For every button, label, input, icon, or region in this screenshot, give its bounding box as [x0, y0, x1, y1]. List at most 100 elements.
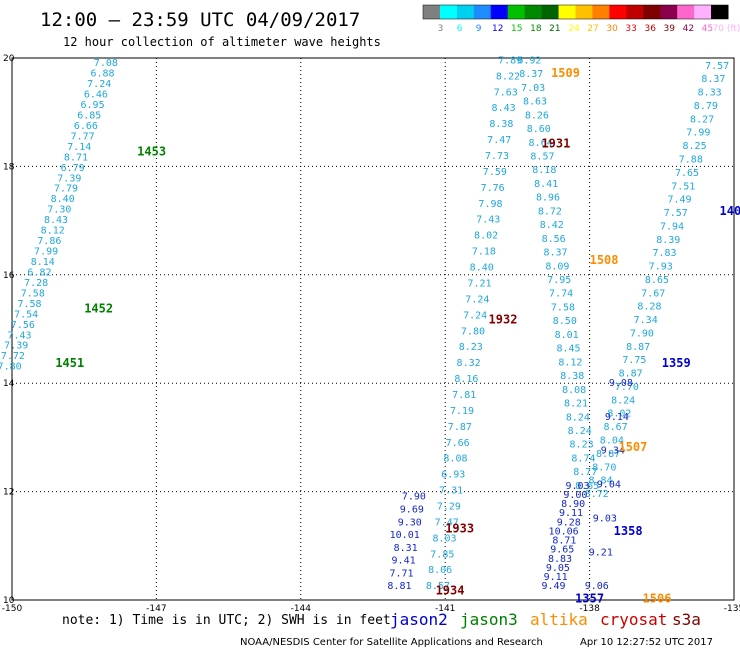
wave-height-value: 7.14 — [67, 142, 91, 153]
wave-height-value: 7.24 — [465, 294, 489, 305]
satellite-track: 6.92 8.37 7.03 8.63 8.26 8.60 8.64 8.57 8.18 8.41… — [517, 55, 599, 491]
wave-height-value: 9.41 — [392, 556, 416, 567]
wave-height-value: 7.31 — [439, 486, 463, 497]
wave-height-value: 7.80 — [461, 326, 485, 337]
wave-height-value: 7.58 — [551, 302, 575, 313]
wave-height-value: 8.87 — [626, 342, 650, 353]
pass-number-label: 1453 — [137, 145, 166, 159]
wave-height-value: 9.05 — [546, 563, 570, 574]
wave-height-value: 8.60 — [527, 124, 551, 135]
wave-height-value: 8.12 — [41, 226, 65, 237]
wave-height-value: 8.32 — [457, 358, 481, 369]
wave-height-value: 8.41 — [534, 179, 558, 190]
latitude-ticks: 10 12 14 16 18 20 — [3, 54, 15, 606]
wave-height-value: 9.21 — [589, 547, 613, 558]
wave-height-value: 7.71 — [389, 568, 413, 579]
satellite-track: 7.90 9.699.30 10.01 8.31 9.417.71 8.81 — [387, 492, 426, 592]
legend-swatch — [439, 5, 458, 19]
wave-height-value: 7.87 — [448, 422, 472, 433]
wave-height-value: 8.06 — [428, 565, 452, 576]
wave-height-value: 7.58 — [21, 288, 45, 299]
wave-height-value: 7.90 — [630, 328, 654, 339]
legend-swatch — [660, 5, 678, 19]
wave-height-value: 7.86 — [37, 236, 61, 247]
wave-height-value: 8.37 — [543, 248, 567, 259]
wave-height-value: 7.95 — [547, 275, 571, 286]
wave-height-value: 8.50 — [553, 316, 577, 327]
wave-height-value: 7.49 — [667, 195, 691, 206]
wave-height-value: 9.69 — [400, 505, 424, 516]
wave-height-value: 7.80 — [0, 362, 22, 373]
wave-height-value: 8.37 — [701, 74, 725, 85]
latitude-tick-label: 14 — [3, 379, 15, 389]
wave-height-value: 8.39 — [656, 235, 680, 246]
wave-height-value: 8.72 — [538, 206, 562, 217]
wave-height-value: 8.67 — [604, 422, 628, 433]
satellite-legend: jason2 jason3 altika cryosat s3a — [390, 610, 701, 629]
wave-height-value: 9.28 — [557, 517, 581, 528]
legend-label: 12 — [492, 24, 503, 34]
wave-height-value: 9.06 — [585, 581, 609, 592]
wave-height-value: 9.00 — [563, 490, 587, 501]
wave-height-value: 7.34 — [634, 315, 658, 326]
wave-height-value: 8.24 — [568, 426, 592, 437]
wave-height-value: 7.57 — [705, 61, 729, 72]
longitude-tick-label: -141 — [435, 604, 455, 614]
wave-height-value: 8.65 — [575, 481, 599, 492]
wave-height-value: 9.30 — [398, 517, 422, 528]
wave-height-value: 8.72 — [585, 489, 609, 500]
wave-height-value: 8.90 — [561, 499, 585, 510]
legend-swatch — [711, 5, 729, 19]
satellite-track: 7.57 8.37 8.33 8.79 8.27 7.99 8.25 7.88 7.65 7.51… — [585, 61, 729, 500]
wave-height-value: 7.73 — [485, 151, 509, 162]
wave-height-value: 7.59 — [483, 167, 507, 178]
legend-swatch — [626, 5, 644, 19]
wave-height-value: 8.57 — [530, 151, 554, 162]
wave-height-value: 8.25 — [683, 141, 707, 152]
wave-height-value: 7.47 — [487, 135, 511, 146]
wave-height-value: 7.24 — [87, 79, 111, 90]
pass-number-label: 1358 — [614, 524, 643, 538]
map-gridlines — [12, 58, 734, 600]
pass-number-label: 1932 — [489, 313, 518, 327]
longitude-tick-label: -150 — [2, 604, 23, 614]
wave-height-value: 8.37 — [519, 69, 543, 80]
satellite-track: 9.08 9.14 9.34 9.04 9.03 9.21 9.06 — [585, 378, 633, 592]
wave-height-value: 10.06 — [549, 526, 579, 537]
wave-height-value: 8.42 — [540, 220, 564, 231]
wave-height-value: 8.87 — [596, 449, 620, 460]
legend-label: 30 — [606, 24, 618, 34]
pass-labels: 1453 1452 1451 1509 1931 1508 1932 1359 1407 1507… — [55, 66, 740, 606]
pass-number-label: 1357 — [575, 592, 604, 606]
wave-height-value: 8.28 — [637, 302, 661, 313]
legend-label: 18 — [530, 24, 542, 34]
wave-height-value: 7.94 — [660, 221, 684, 232]
wave-height-value: 6.85 — [77, 110, 101, 121]
wave-height-value: 8.18 — [532, 165, 556, 176]
wave-height-value: 7.30 — [47, 205, 71, 216]
wave-height-value: 6.93 — [441, 470, 465, 481]
wave-height-value: 7.39 — [57, 173, 81, 184]
longitude-ticks: -150 -147 -144 -141 -138 -135 — [2, 604, 740, 614]
pass-number-label: 1452 — [84, 302, 113, 316]
wave-height-value: 7.75 — [622, 355, 646, 366]
wave-height-value: 8.96 — [536, 193, 560, 204]
wave-height-value: 8.45 — [557, 344, 581, 355]
wave-height-value: 8.33 — [698, 88, 722, 99]
legend-label: 15 — [511, 24, 522, 34]
pass-number-label: 1506 — [643, 592, 672, 606]
map-subtitle: 12 hour collection of altimeter wave hei… — [63, 35, 381, 49]
legend-label: 42 — [683, 24, 694, 34]
wave-height-value: 8.12 — [558, 357, 582, 368]
wave-height-value: 8.21 — [564, 399, 588, 410]
wave-height-value: 8.24 — [566, 412, 590, 423]
wave-height-value: 9.34 — [601, 446, 625, 457]
wave-height-value: 8.04 — [600, 435, 624, 446]
wave-height-value: 7.43 — [7, 330, 31, 341]
wave-height-value: 6.92 — [517, 55, 541, 66]
wave-height-value: 6.46 — [84, 90, 108, 101]
legend-label: 6 — [457, 24, 463, 34]
wave-height-value: 7.24 — [463, 310, 487, 321]
wave-height-value: 7.57 — [664, 208, 688, 219]
